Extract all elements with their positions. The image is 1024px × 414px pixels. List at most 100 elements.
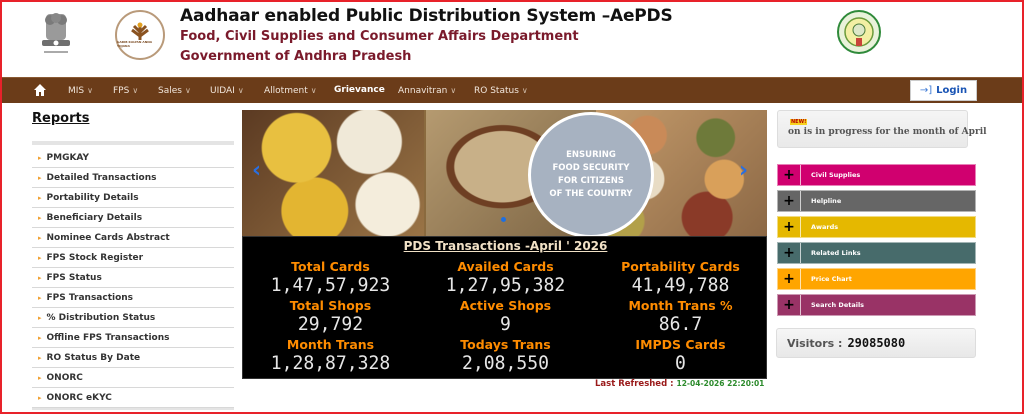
sidebar-item-label: Detailed Transactions <box>46 172 157 183</box>
nav-ro-status-label: RO Status <box>474 86 519 96</box>
stat-month-trans: Month Trans 1,28,87,328 <box>243 337 418 374</box>
stat-label: Month Trans <box>286 337 375 352</box>
last-refreshed-time: 12-04-2026 22:20:01 <box>676 379 765 388</box>
chevron-down-icon: ∨ <box>132 86 139 95</box>
chevron-down-icon: ∨ <box>310 86 317 95</box>
reports-sidebar: Reports ▸ PMGKAY ▸ Detailed Transactions ▸… <box>32 111 234 410</box>
chevron-down-icon: ∨ <box>237 86 244 95</box>
bullet-icon: ▸ <box>38 353 42 362</box>
plus-icon: + <box>778 217 801 237</box>
sidebar-item-distribution-status[interactable]: ▸ % Distribution Status <box>32 308 234 328</box>
reports-title: Reports <box>32 111 90 126</box>
nav-grievance-label: Grievance <box>334 85 385 95</box>
banner-slogan: ENSURING FOOD SECURITY FOR CITIZENS OF T… <box>528 112 654 236</box>
sidebar-item-fps-status[interactable]: ▸ FPS Status <box>32 268 234 288</box>
nav-sales-label: Sales <box>158 86 182 96</box>
plus-icon: + <box>778 191 801 211</box>
andhra-pradesh-emblem-icon <box>837 10 881 54</box>
government-name: Government of Andhra Pradesh <box>180 49 412 64</box>
sidebar-item-offline-fps-transactions[interactable]: ▸ Offline FPS Transactions <box>32 328 234 348</box>
stat-label: Total Shops <box>289 298 372 313</box>
stat-value: 9 <box>500 313 511 335</box>
sidebar-item-fps-stock-register[interactable]: ▸ FPS Stock Register <box>32 248 234 268</box>
stat-label: Portability Cards <box>621 259 740 274</box>
nav-annavitran[interactable]: Annavitran ∨ <box>398 78 456 104</box>
sidebar-item-portability-details[interactable]: ▸ Portability Details <box>32 188 234 208</box>
site-header: GARIB KALYAN ANNA YOJANA Aadhaar enabled… <box>0 0 1024 77</box>
plus-icon: + <box>778 295 801 315</box>
nav-uidai-label: UIDAI <box>210 86 235 96</box>
login-label: Login <box>936 85 968 96</box>
carousel-prev-icon[interactable]: ‹ <box>252 158 262 183</box>
nav-fps[interactable]: FPS ∨ <box>113 78 138 104</box>
stat-value: 1,28,87,328 <box>270 352 391 374</box>
national-emblem-icon <box>42 13 70 53</box>
carousel-indicator[interactable] <box>501 217 506 222</box>
home-icon[interactable] <box>33 83 47 97</box>
slogan-line: FOR CITIZENS <box>557 176 625 186</box>
last-refreshed-label: Last Refreshed : <box>595 379 674 389</box>
nav-uidai[interactable]: UIDAI ∨ <box>210 78 244 104</box>
link-civil-supplies[interactable]: + Civil Supplies <box>777 164 976 186</box>
nav-ro-status[interactable]: RO Status ∨ <box>474 78 528 104</box>
nav-allotment[interactable]: Allotment ∨ <box>264 78 317 104</box>
nav-mis-label: MIS <box>68 86 85 96</box>
slogan-line: OF THE COUNTRY <box>549 189 633 199</box>
stat-total-shops: Total Shops 29,792 <box>243 298 418 335</box>
notice-text[interactable]: on is in progress for the month of April <box>788 127 987 137</box>
last-refreshed: Last Refreshed : 12-04-2026 22:20:01 <box>595 379 764 389</box>
plus-icon: + <box>778 243 801 263</box>
title-block: Aadhaar enabled Public Distribution Syst… <box>180 5 673 67</box>
sidebar-item-label: ONORC <box>46 372 83 383</box>
sidebar-item-label: Beneficiary Details <box>46 212 143 223</box>
stat-todays-trans: Todays Trans 2,08,550 <box>418 337 593 374</box>
nav-sales[interactable]: Sales ∨ <box>158 78 191 104</box>
pmgkay-logo: GARIB KALYAN ANNA YOJANA <box>115 10 165 60</box>
sidebar-item-onorc-ekyc[interactable]: ▸ ONORC eKYC <box>32 388 234 408</box>
sidebar-item-nominee-cards-abstract[interactable]: ▸ Nominee Cards Abstract <box>32 228 234 248</box>
stat-value: 2,08,550 <box>462 352 549 374</box>
slogan-line: ENSURING <box>566 150 616 160</box>
sidebar-item-label: ONORC eKYC <box>46 392 112 403</box>
sidebar-item-onorc[interactable]: ▸ ONORC <box>32 368 234 388</box>
plus-icon: + <box>778 165 801 185</box>
pmgkay-logo-text: GARIB KALYAN ANNA YOJANA <box>117 40 153 48</box>
link-label: Related Links <box>811 249 861 257</box>
stats-title: PDS Transactions -April ' 2026 <box>243 239 768 253</box>
sidebar-item-label: RO Status By Date <box>46 352 141 363</box>
sidebar-item-pmgkay[interactable]: ▸ PMGKAY <box>32 148 234 168</box>
link-search-details[interactable]: + Search Details <box>777 294 976 316</box>
slogan-line: FOOD SECURITY <box>552 163 630 173</box>
link-price-chart[interactable]: + Price Chart <box>777 268 976 290</box>
new-badge: NEW! <box>790 119 808 125</box>
sidebar-item-label: Nominee Cards Abstract <box>46 232 170 243</box>
sidebar-item-detailed-transactions[interactable]: ▸ Detailed Transactions <box>32 168 234 188</box>
stat-active-shops: Active Shops 9 <box>418 298 593 335</box>
link-awards[interactable]: + Awards <box>777 216 976 238</box>
stat-total-cards: Total Cards 1,47,57,923 <box>243 259 418 296</box>
chevron-down-icon: ∨ <box>87 86 93 95</box>
bullet-icon: ▸ <box>38 173 42 182</box>
nav-fps-label: FPS <box>113 86 130 96</box>
link-related-links[interactable]: + Related Links <box>777 242 976 264</box>
nav-grievance[interactable]: Grievance <box>334 78 385 104</box>
bullet-icon: ▸ <box>38 233 42 242</box>
login-button[interactable]: →] Login <box>910 80 977 101</box>
nav-mis[interactable]: MIS ∨ <box>68 78 93 104</box>
stat-label: Availed Cards <box>457 259 554 274</box>
sidebar-item-fps-transactions[interactable]: ▸ FPS Transactions <box>32 288 234 308</box>
wheat-icon <box>131 22 149 40</box>
carousel-next-icon[interactable]: › <box>739 158 749 183</box>
bullet-icon: ▸ <box>38 373 42 382</box>
divider <box>32 141 234 145</box>
sidebar-item-beneficiary-details[interactable]: ▸ Beneficiary Details <box>32 208 234 228</box>
sidebar-item-label: FPS Transactions <box>46 292 134 303</box>
sidebar-item-label: Offline FPS Transactions <box>46 332 170 343</box>
stat-label: IMPDS Cards <box>635 337 726 352</box>
sidebar-item-ro-status-by-date[interactable]: ▸ RO Status By Date <box>32 348 234 368</box>
link-helpline[interactable]: + Helpline <box>777 190 976 212</box>
bullet-icon: ▸ <box>38 313 42 322</box>
banner-carousel: ENSURING FOOD SECURITY FOR CITIZENS OF T… <box>242 110 767 236</box>
login-icon: →] <box>919 85 933 96</box>
page-title: Aadhaar enabled Public Distribution Syst… <box>180 6 673 26</box>
